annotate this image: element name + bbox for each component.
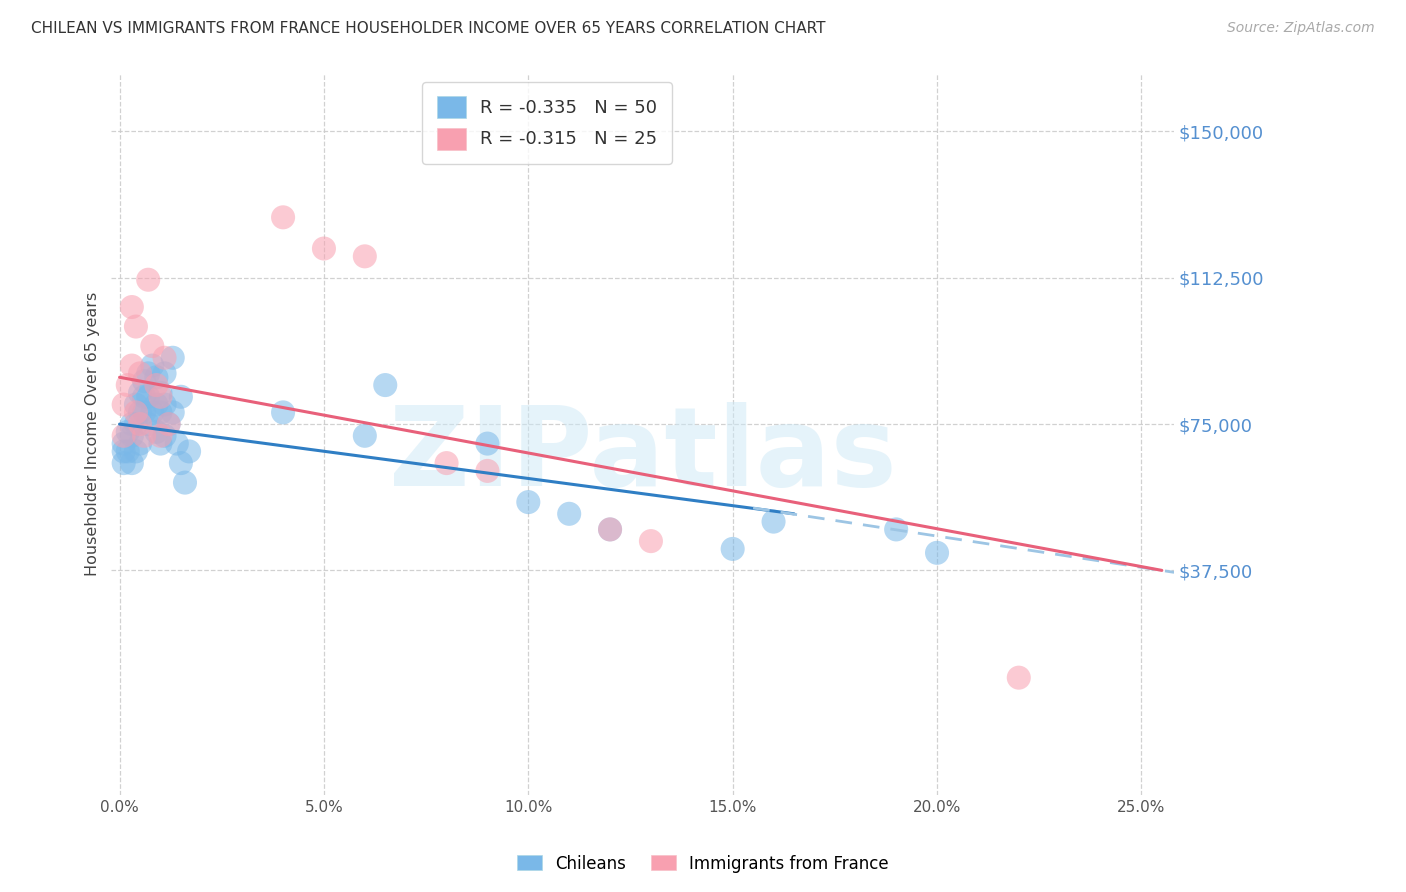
Point	[374, 378, 396, 392]
Point	[129, 385, 152, 400]
Point	[132, 405, 155, 419]
Point	[166, 436, 188, 450]
Point	[762, 515, 785, 529]
Point	[477, 436, 499, 450]
Point	[117, 425, 139, 439]
Point	[174, 475, 197, 490]
Point	[149, 385, 172, 400]
Point	[136, 390, 159, 404]
Point	[136, 417, 159, 431]
Point	[129, 405, 152, 419]
Point	[353, 429, 375, 443]
Point	[477, 464, 499, 478]
Point	[177, 444, 200, 458]
Point	[145, 425, 167, 439]
Point	[599, 523, 621, 537]
Point	[157, 417, 180, 431]
Point	[271, 211, 294, 225]
Point	[1008, 671, 1031, 685]
Point	[121, 429, 143, 443]
Point	[121, 456, 143, 470]
Point	[170, 456, 193, 470]
Point	[599, 523, 621, 537]
Point	[145, 378, 167, 392]
Y-axis label: Householder Income Over 65 years: Householder Income Over 65 years	[86, 292, 100, 576]
Point	[162, 405, 184, 419]
Point	[271, 405, 294, 419]
Point	[153, 367, 176, 381]
Point	[153, 398, 176, 412]
Point	[149, 405, 172, 419]
Point	[125, 417, 148, 431]
Point	[112, 456, 135, 470]
Point	[125, 319, 148, 334]
Point	[125, 398, 148, 412]
Point	[121, 359, 143, 373]
Point	[141, 405, 163, 419]
Point	[132, 390, 155, 404]
Point	[132, 429, 155, 443]
Point	[312, 242, 335, 256]
Point	[153, 429, 176, 443]
Point	[149, 429, 172, 443]
Point	[136, 367, 159, 381]
Point	[129, 367, 152, 381]
Point	[149, 436, 172, 450]
Point	[136, 273, 159, 287]
Point	[129, 417, 152, 431]
Legend: Chileans, Immigrants from France: Chileans, Immigrants from France	[510, 848, 896, 880]
Point	[517, 495, 540, 509]
Point	[157, 417, 180, 431]
Point	[125, 444, 148, 458]
Point	[132, 374, 155, 388]
Point	[558, 507, 581, 521]
Point	[112, 444, 135, 458]
Point	[149, 390, 172, 404]
Text: CHILEAN VS IMMIGRANTS FROM FRANCE HOUSEHOLDER INCOME OVER 65 YEARS CORRELATION C: CHILEAN VS IMMIGRANTS FROM FRANCE HOUSEH…	[31, 21, 825, 36]
Text: ZIPatlas: ZIPatlas	[389, 402, 897, 509]
Text: Source: ZipAtlas.com: Source: ZipAtlas.com	[1227, 21, 1375, 35]
Point	[117, 444, 139, 458]
Point	[145, 398, 167, 412]
Point	[129, 436, 152, 450]
Point	[141, 359, 163, 373]
Point	[112, 398, 135, 412]
Point	[121, 417, 143, 431]
Point	[117, 378, 139, 392]
Point	[153, 351, 176, 365]
Point	[145, 370, 167, 384]
Point	[925, 546, 948, 560]
Point	[141, 339, 163, 353]
Point	[112, 436, 135, 450]
Point	[721, 541, 744, 556]
Point	[125, 405, 148, 419]
Point	[436, 456, 458, 470]
Point	[162, 351, 184, 365]
Point	[121, 300, 143, 314]
Point	[170, 390, 193, 404]
Point	[353, 249, 375, 263]
Point	[640, 534, 662, 549]
Point	[884, 523, 907, 537]
Point	[112, 429, 135, 443]
Legend: R = -0.335   N = 50, R = -0.315   N = 25: R = -0.335 N = 50, R = -0.315 N = 25	[422, 82, 672, 164]
